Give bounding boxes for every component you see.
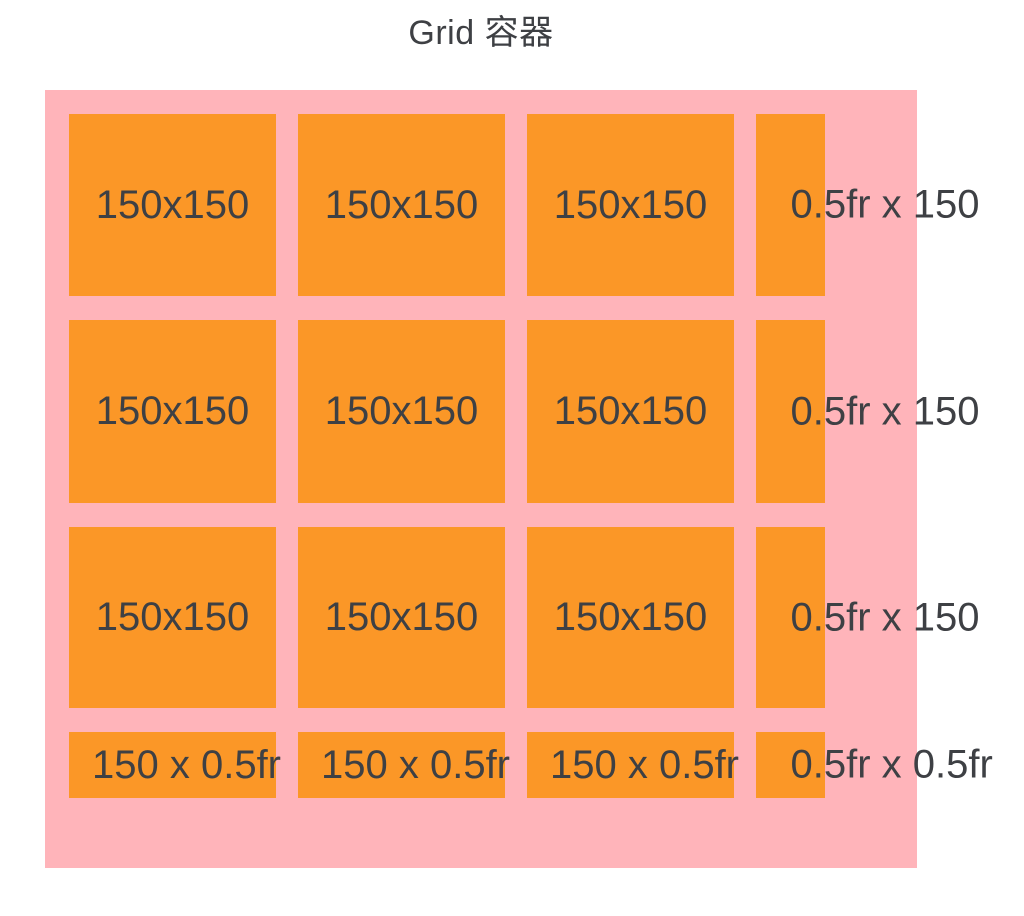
grid-item-label: 150x150 bbox=[324, 389, 479, 433]
page-title: Grid 容器 bbox=[408, 14, 554, 52]
grid-item-r4c2: 150 x 0.5fr bbox=[298, 732, 510, 798]
grid-container: 150x150 150x150 150x150 0.5fr x 150 150x… bbox=[45, 90, 993, 868]
grid-item-r2c4: 0.5fr x 150 bbox=[756, 320, 980, 503]
grid-item-label: 150 x 0.5fr bbox=[321, 742, 511, 787]
grid-item-r3c2: 150x150 bbox=[298, 527, 505, 708]
grid-item-label: 150x150 bbox=[553, 182, 708, 227]
grid-item-label: 150x150 bbox=[324, 595, 479, 639]
grid-item-r1c1: 150x150 bbox=[69, 114, 276, 296]
grid-item-label: 150x150 bbox=[324, 182, 479, 227]
grid-item-r2c2: 150x150 bbox=[298, 320, 505, 503]
grid-item-label: 0.5fr x 150 bbox=[790, 182, 980, 227]
grid-item-label: 150 x 0.5fr bbox=[550, 742, 740, 787]
grid-item-r3c1: 150x150 bbox=[69, 527, 276, 708]
grid-item-r2c1: 150x150 bbox=[69, 320, 276, 503]
grid-item-r1c3: 150x150 bbox=[527, 114, 734, 296]
grid-item-r4c4: 0.5fr x 0.5fr bbox=[756, 732, 993, 798]
grid-item-label: 0.5fr x 0.5fr bbox=[790, 742, 993, 787]
grid-item-r4c3: 150 x 0.5fr bbox=[527, 732, 739, 798]
grid-item-label: 150x150 bbox=[95, 595, 250, 639]
grid-item-r3c4: 0.5fr x 150 bbox=[756, 527, 980, 708]
grid-item-label: 0.5fr x 150 bbox=[790, 389, 980, 433]
grid-item-label: 150x150 bbox=[553, 389, 708, 433]
grid-item-r3c3: 150x150 bbox=[527, 527, 734, 708]
grid-item-label: 150x150 bbox=[553, 595, 708, 639]
grid-item-label: 150x150 bbox=[95, 389, 250, 433]
grid-item-label: 150x150 bbox=[95, 182, 250, 227]
grid-item-label: 0.5fr x 150 bbox=[790, 595, 980, 639]
grid-item-r1c4: 0.5fr x 150 bbox=[756, 114, 980, 296]
grid-item-label: 150 x 0.5fr bbox=[92, 742, 282, 787]
grid-item-r4c1: 150 x 0.5fr bbox=[69, 732, 281, 798]
grid-item-r2c3: 150x150 bbox=[527, 320, 734, 503]
grid-item-r1c2: 150x150 bbox=[298, 114, 505, 296]
